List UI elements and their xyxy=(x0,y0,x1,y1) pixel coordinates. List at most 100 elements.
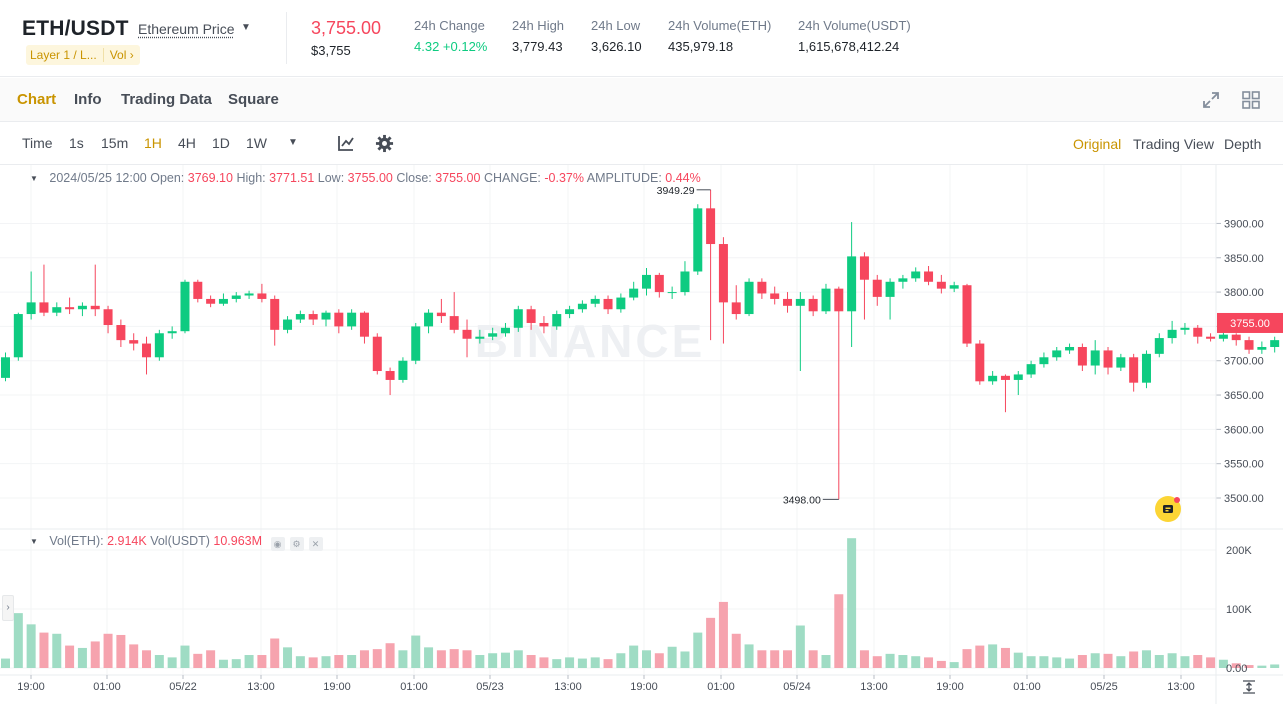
volume-bar xyxy=(1052,657,1062,668)
floating-assistant-button[interactable] xyxy=(1155,496,1181,522)
candle-body xyxy=(500,327,510,334)
candle-body xyxy=(129,340,139,344)
candle-body xyxy=(924,271,934,282)
volume-bar xyxy=(193,653,203,668)
scale-reset-icon[interactable] xyxy=(1242,680,1256,694)
time-axis-label: 05/25 xyxy=(1090,681,1118,693)
volume-bar xyxy=(436,650,446,668)
period-high-label: 3949.29 xyxy=(657,185,695,197)
candle-body xyxy=(1090,350,1100,366)
volume-bar xyxy=(731,633,741,668)
grid-layout-icon[interactable] xyxy=(1241,90,1261,110)
candle-body xyxy=(783,298,793,306)
volume-bar xyxy=(513,650,523,668)
settings-gear-icon[interactable] xyxy=(375,134,394,153)
timeframe-1d[interactable]: 1D xyxy=(212,135,230,151)
expand-sidebar-handle[interactable]: › xyxy=(2,595,14,621)
volume-bar xyxy=(1116,656,1126,668)
view-original[interactable]: Original xyxy=(1073,136,1122,152)
timeframe-15m[interactable]: 15m xyxy=(101,135,129,151)
view-trading-view[interactable]: Trading View xyxy=(1133,136,1214,152)
candle-body xyxy=(257,293,267,299)
volume-bar xyxy=(680,651,690,668)
volume-bar xyxy=(603,659,613,668)
tab-square[interactable]: Square xyxy=(228,91,279,108)
candle-body xyxy=(1270,340,1280,347)
candles xyxy=(1,189,1280,500)
candle-body xyxy=(103,309,113,326)
vol-legend-collapse-icon[interactable]: ▼ xyxy=(30,537,38,546)
candle-body xyxy=(552,314,562,327)
candle-body xyxy=(116,325,126,341)
candle-body xyxy=(770,293,780,299)
timeframe-1h[interactable]: 1H xyxy=(144,135,162,151)
expand-icon[interactable] xyxy=(1201,90,1221,110)
period-low-label: 3498.00 xyxy=(783,494,821,506)
tag-vol[interactable]: Vol › xyxy=(102,48,140,62)
time-axis-label: 05/22 xyxy=(169,681,197,693)
volume-bar xyxy=(654,653,664,668)
volume-bar xyxy=(1218,659,1228,668)
price-axis-label: 3800.00 xyxy=(1224,287,1264,299)
vol-settings-icon[interactable]: ⚙ xyxy=(289,537,304,551)
volume-bar xyxy=(744,644,754,668)
candle-body xyxy=(39,302,49,313)
vol-close-icon[interactable]: ✕ xyxy=(308,537,323,551)
view-depth[interactable]: Depth xyxy=(1224,136,1262,152)
candle-body xyxy=(475,336,485,339)
candle-body xyxy=(488,333,498,337)
candle-body xyxy=(167,331,177,334)
tab-trading-data[interactable]: Trading Data xyxy=(121,91,212,108)
tag-layer1[interactable]: Layer 1 / L... xyxy=(30,48,97,62)
volume-bar xyxy=(834,594,844,668)
tab-chart[interactable]: Chart xyxy=(17,91,57,108)
timeframe-1s[interactable]: 1s xyxy=(69,135,84,151)
time-axis-label: 01:00 xyxy=(1013,681,1041,693)
stat-label: 24h Volume(ETH) xyxy=(668,18,772,33)
legend-low-label: Low: xyxy=(317,171,345,185)
volume-axis-label: 0.00 xyxy=(1226,663,1247,675)
volume-bar xyxy=(65,645,75,668)
pair-title[interactable]: ETH/USDT xyxy=(22,17,129,40)
volume-bar xyxy=(295,656,305,668)
volume-bar xyxy=(142,650,152,668)
volume-bar xyxy=(308,657,318,668)
volume-bar xyxy=(1103,653,1113,668)
legend-amplitude: 0.44% xyxy=(665,171,701,185)
candle-body xyxy=(1206,336,1216,339)
volume-bar xyxy=(154,655,164,668)
legend-open-label: Open: xyxy=(150,171,185,185)
tab-info[interactable]: Info xyxy=(74,91,102,108)
candle-body xyxy=(180,281,190,332)
candle-body xyxy=(1013,374,1023,380)
candle-body xyxy=(1231,334,1241,341)
candle-body xyxy=(834,288,844,312)
stat-24h-low: 24h Low 3,626.10 xyxy=(591,18,642,54)
candle-body xyxy=(1193,327,1203,337)
axes: 3500.003550.003600.003650.003700.003750.… xyxy=(0,165,1283,704)
candle-body xyxy=(642,274,651,289)
vol-visibility-icon[interactable]: ◉ xyxy=(270,537,285,551)
volume-bar xyxy=(552,659,562,668)
volume-bar xyxy=(270,638,280,668)
candle-body xyxy=(1141,353,1151,383)
candle-body xyxy=(372,336,382,372)
timeframe-1w[interactable]: 1W xyxy=(246,135,267,151)
candle-body xyxy=(1218,334,1228,339)
time-axis-label: 19:00 xyxy=(936,681,964,693)
indicator-icon[interactable] xyxy=(337,134,355,152)
timeframe-4h[interactable]: 4H xyxy=(178,135,196,151)
pair-dropdown-caret-icon[interactable]: ▼ xyxy=(241,22,251,33)
timeframe-more-caret-icon[interactable]: ▼ xyxy=(288,137,298,148)
candle-body xyxy=(77,305,87,310)
legend-collapse-icon[interactable]: ▼ xyxy=(30,174,38,183)
timeframe-time[interactable]: Time xyxy=(22,135,53,151)
candle-body xyxy=(385,371,395,380)
volume-bar xyxy=(885,653,895,668)
candle-body xyxy=(218,298,228,304)
stat-label: 24h Change xyxy=(414,18,485,33)
candle-body xyxy=(154,333,164,358)
ethereum-price-link[interactable]: Ethereum Price xyxy=(138,21,235,37)
candle-body xyxy=(654,274,664,293)
candlestick-chart[interactable]: BINANCE 3500.003550.003600.003650.003700… xyxy=(0,165,1283,704)
